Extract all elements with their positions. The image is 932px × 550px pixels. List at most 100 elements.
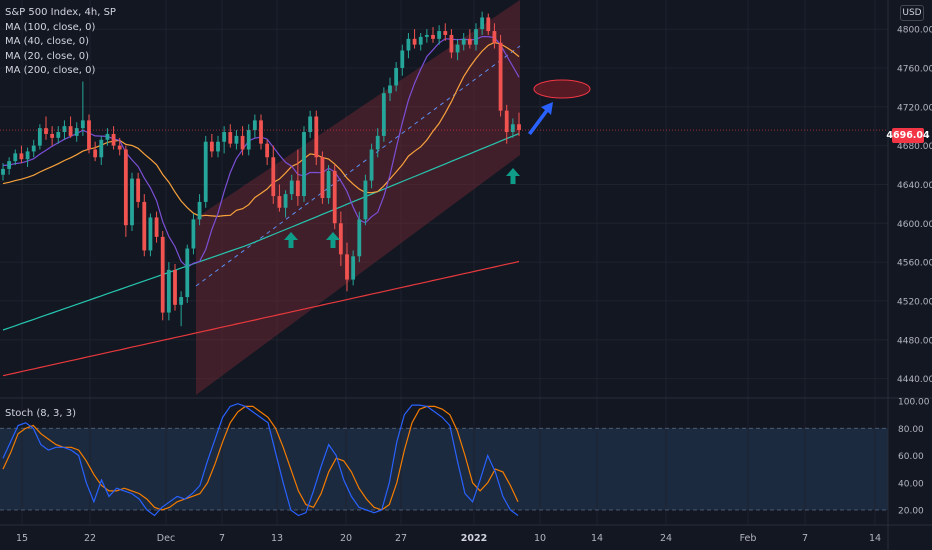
candle-body-33 xyxy=(203,141,208,202)
candle-body-60 xyxy=(369,149,374,181)
candle-body-30 xyxy=(185,248,190,298)
candle-58 xyxy=(357,211,362,263)
candle-70 xyxy=(431,27,435,43)
time-tick-6: 27 xyxy=(395,533,407,544)
candle-40 xyxy=(246,124,251,156)
candle-body-79 xyxy=(486,17,491,32)
candle-body-59 xyxy=(363,180,368,220)
legend-ma20[interactable]: MA (20, close, 0) xyxy=(5,50,90,62)
time-tick-7: 2022 xyxy=(461,533,487,544)
candle-30 xyxy=(185,244,190,303)
candle-3 xyxy=(19,145,24,164)
candle-4 xyxy=(25,147,30,167)
candle-body-70 xyxy=(431,34,435,39)
candle-12 xyxy=(74,122,79,142)
candle-body-16 xyxy=(99,139,104,158)
candle-27 xyxy=(166,262,171,321)
candle-body-27 xyxy=(166,269,171,313)
candle-body-25 xyxy=(154,217,159,237)
candle-35 xyxy=(216,135,220,158)
candle-42 xyxy=(259,114,263,150)
candle-body-78 xyxy=(480,17,485,30)
candle-body-46 xyxy=(283,194,288,208)
candle-body-19 xyxy=(117,145,122,150)
candle-9 xyxy=(56,126,61,144)
candle-45 xyxy=(277,184,282,212)
candle-body-11 xyxy=(68,126,73,136)
candle-74 xyxy=(455,38,460,61)
candle-46 xyxy=(283,190,288,218)
candle-71 xyxy=(437,25,442,45)
candle-body-4 xyxy=(25,151,30,160)
candle-8 xyxy=(50,126,55,146)
candle-body-51 xyxy=(314,116,319,158)
candle-16 xyxy=(99,135,104,166)
time-tick-12: 7 xyxy=(802,533,808,544)
candle-body-40 xyxy=(246,130,251,150)
candle-14 xyxy=(87,114,91,154)
stoch-band xyxy=(0,428,888,510)
candlesticks xyxy=(1,11,521,327)
candle-body-18 xyxy=(111,133,116,146)
candle-24 xyxy=(148,213,153,257)
legend-ma100[interactable]: MA (100, close, 0) xyxy=(5,21,96,33)
candle-1 xyxy=(7,157,12,175)
legend-ma40[interactable]: MA (40, close, 0) xyxy=(5,36,90,47)
candle-60 xyxy=(369,143,374,189)
candle-80 xyxy=(492,23,497,49)
candle-17 xyxy=(105,128,110,146)
candle-39 xyxy=(240,126,245,156)
time-tick-13: 14 xyxy=(869,533,881,544)
candle-22 xyxy=(136,172,141,208)
price-tick-6: 4560.00 xyxy=(897,259,932,269)
candle-21 xyxy=(130,172,134,232)
candle-body-15 xyxy=(93,149,98,158)
candle-body-49 xyxy=(302,132,306,197)
candle-body-55 xyxy=(338,223,343,255)
price-tick-7: 4520.00 xyxy=(897,297,932,307)
candle-29 xyxy=(179,291,184,327)
legend-ma200[interactable]: MA (200, close, 0) xyxy=(5,65,96,76)
candle-63 xyxy=(388,77,392,101)
stochastic-pane xyxy=(0,403,888,517)
candle-body-22 xyxy=(136,178,141,202)
candle-31 xyxy=(191,213,196,255)
candle-body-32 xyxy=(197,201,202,220)
up-arrow-2 xyxy=(326,232,340,248)
stoch-legend[interactable]: Stoch (8, 3, 3) xyxy=(5,408,77,419)
stoch-tick-0: 100.00 xyxy=(898,398,930,408)
candle-body-35 xyxy=(216,141,220,152)
currency-button[interactable]: USD xyxy=(900,5,924,21)
candle-body-44 xyxy=(271,157,276,197)
candle-5 xyxy=(31,139,36,158)
candle-body-23 xyxy=(142,201,147,251)
candle-body-42 xyxy=(259,120,263,144)
candle-13 xyxy=(80,81,85,136)
candle-28 xyxy=(173,264,177,311)
candle-20 xyxy=(123,145,128,237)
candle-52 xyxy=(320,151,325,204)
candle-body-37 xyxy=(228,132,233,144)
target-ellipse xyxy=(533,79,591,99)
candle-57 xyxy=(351,250,356,286)
candle-body-20 xyxy=(123,149,128,226)
candle-body-36 xyxy=(222,132,227,142)
time-tick-8: 10 xyxy=(534,533,546,544)
price-tick-4: 4640.00 xyxy=(897,181,932,191)
candle-67 xyxy=(412,29,417,49)
candle-78 xyxy=(480,11,485,35)
candle-41 xyxy=(252,114,257,138)
candle-81 xyxy=(498,34,503,117)
time-tick-3: 7 xyxy=(219,533,225,544)
candle-32 xyxy=(197,194,202,226)
candle-54 xyxy=(332,165,337,230)
time-tick-2: Dec xyxy=(157,533,175,544)
candle-34 xyxy=(209,133,214,158)
candle-body-3 xyxy=(19,153,24,160)
stoch-k-line xyxy=(2,403,519,517)
candle-body-80 xyxy=(492,31,497,43)
candle-51 xyxy=(314,110,319,166)
price-tick-3: 4680.00 xyxy=(897,142,932,152)
symbol-title: S&P 500 Index, 4h, SP xyxy=(5,7,116,18)
